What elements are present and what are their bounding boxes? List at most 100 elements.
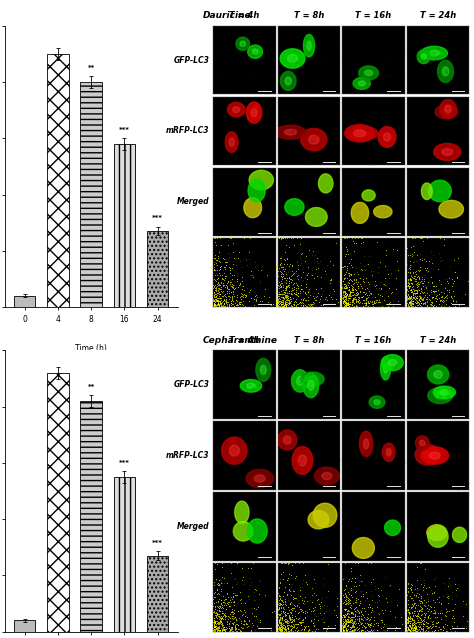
Point	[210, 300, 218, 311]
Point	[439, 578, 447, 588]
Point	[351, 292, 359, 302]
Point	[404, 623, 411, 634]
Point	[215, 609, 223, 619]
Point	[340, 621, 347, 631]
Point	[210, 618, 218, 628]
Point	[424, 626, 431, 636]
Point	[373, 237, 381, 247]
Point	[415, 295, 423, 306]
Point	[413, 293, 420, 303]
Point	[415, 281, 422, 291]
Point	[317, 597, 325, 607]
Point	[228, 281, 236, 292]
Point	[337, 612, 344, 623]
Point	[416, 613, 424, 623]
Point	[230, 280, 237, 290]
Point	[213, 611, 220, 621]
Point	[213, 579, 221, 590]
Point	[347, 622, 355, 632]
Point	[301, 613, 309, 623]
Polygon shape	[369, 396, 385, 408]
Point	[284, 623, 292, 634]
Point	[210, 286, 218, 297]
Point	[410, 618, 417, 628]
Point	[214, 622, 222, 632]
Point	[415, 618, 423, 628]
Point	[409, 599, 416, 609]
Point	[252, 604, 260, 614]
Point	[354, 288, 362, 298]
Point	[353, 278, 360, 288]
Point	[282, 609, 289, 619]
Point	[344, 299, 352, 309]
Point	[366, 619, 374, 629]
Point	[275, 602, 283, 612]
Point	[360, 251, 367, 261]
Point	[322, 625, 330, 635]
Point	[341, 622, 348, 632]
Point	[415, 272, 422, 283]
Polygon shape	[246, 383, 255, 389]
Point	[358, 614, 365, 625]
Point	[242, 253, 250, 263]
Point	[236, 279, 244, 289]
Point	[440, 234, 448, 244]
Point	[221, 289, 228, 299]
Point	[386, 580, 393, 590]
Point	[283, 618, 291, 628]
Point	[408, 285, 415, 295]
Point	[285, 242, 292, 252]
Point	[404, 624, 411, 634]
Point	[251, 602, 258, 612]
Point	[418, 283, 425, 293]
Point	[217, 614, 224, 625]
Point	[326, 255, 334, 265]
Point	[299, 575, 307, 585]
Point	[417, 596, 424, 606]
Point	[210, 621, 218, 631]
Point	[275, 617, 283, 627]
Point	[347, 280, 355, 290]
Point	[405, 625, 413, 635]
Point	[290, 288, 298, 298]
Point	[239, 300, 246, 310]
Point	[272, 234, 279, 244]
Point	[429, 621, 437, 632]
Point	[275, 598, 283, 608]
Point	[299, 267, 307, 277]
Point	[365, 619, 372, 629]
Point	[237, 293, 245, 304]
Point	[216, 295, 224, 306]
Point	[342, 625, 350, 635]
Point	[281, 596, 289, 606]
Point	[279, 299, 287, 309]
Point	[465, 605, 473, 616]
Point	[405, 281, 412, 291]
Point	[288, 617, 296, 627]
Point	[373, 597, 381, 607]
Point	[420, 600, 428, 611]
Point	[340, 597, 347, 607]
Point	[282, 270, 290, 280]
Point	[310, 614, 318, 624]
Point	[409, 251, 416, 262]
Polygon shape	[233, 107, 240, 112]
Point	[238, 623, 246, 633]
Point	[298, 258, 305, 268]
Point	[444, 606, 451, 616]
Point	[356, 297, 363, 307]
Point	[418, 609, 425, 619]
Point	[412, 621, 419, 631]
Point	[409, 612, 416, 623]
Point	[228, 276, 235, 286]
Point	[274, 588, 282, 598]
Point	[354, 297, 362, 307]
Point	[340, 621, 347, 632]
Point	[374, 618, 382, 628]
Point	[434, 594, 441, 604]
Point	[213, 610, 220, 620]
Point	[210, 274, 218, 284]
Polygon shape	[421, 47, 447, 60]
Point	[277, 606, 284, 616]
Point	[246, 584, 253, 594]
